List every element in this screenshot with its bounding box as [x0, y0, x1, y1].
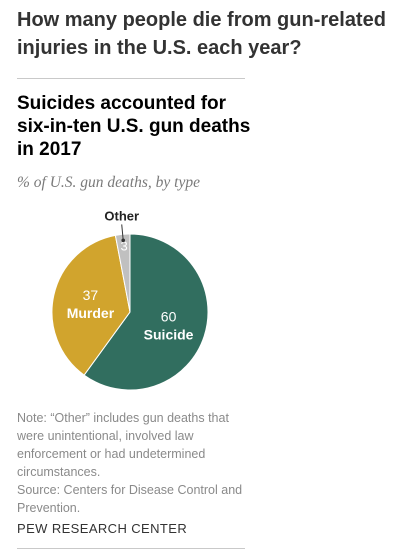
divider-bottom	[17, 548, 245, 549]
leader-line-other	[121, 224, 124, 241]
slice-value-suicide: 60	[161, 309, 177, 325]
slice-label-other: Other	[104, 208, 139, 223]
leader-dot-other	[121, 238, 126, 243]
headline: How many people die from gun-related inj…	[17, 9, 386, 59]
org-credit: PEW RESEARCH CENTER	[17, 521, 188, 536]
pie-slice-suicide	[83, 233, 209, 391]
chart-subtitle: % of U.S. gun deaths, by type	[17, 174, 200, 191]
divider-top	[17, 78, 245, 79]
pie-chart: 60 Suicide 37 Murder 3 Other	[51, 208, 209, 391]
slice-value-murder: 37	[83, 287, 99, 303]
slice-label-murder: Murder	[67, 305, 115, 321]
slice-label-suicide: Suicide	[144, 327, 194, 343]
pie-slice-murder	[51, 234, 131, 376]
footnote: Note: “Other” includes gun deaths that w…	[17, 409, 257, 517]
slice-value-other: 3	[121, 238, 128, 253]
chart-title: Suicides accounted for six-in-ten U.S. g…	[17, 93, 251, 160]
source-text: Source: Centers for Disease Control and …	[17, 483, 243, 515]
note-text: Note: “Other” includes gun deaths that w…	[17, 411, 229, 479]
